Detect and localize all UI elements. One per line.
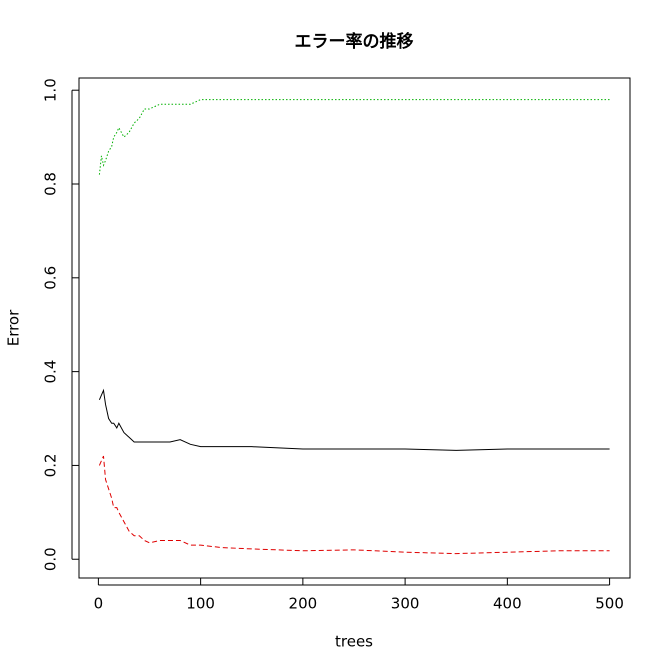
y-tick-label: 0.0 bbox=[42, 547, 60, 571]
series-line bbox=[98, 455, 610, 555]
x-tick-label: 400 bbox=[493, 595, 522, 613]
x-tick-label: 500 bbox=[595, 595, 624, 613]
y-tick-label: 0.2 bbox=[42, 453, 60, 477]
chart-title: エラー率の推移 bbox=[295, 31, 414, 52]
x-tick-label: 200 bbox=[289, 595, 318, 613]
series-line bbox=[98, 99, 610, 175]
y-tick-label: 0.4 bbox=[42, 360, 60, 384]
y-tick-label: 0.6 bbox=[42, 266, 60, 290]
plot-box bbox=[78, 77, 631, 579]
x-tick-label: 300 bbox=[391, 595, 420, 613]
x-axis-label: trees bbox=[335, 633, 373, 651]
y-tick-label: 0.8 bbox=[42, 172, 60, 196]
x-tick-label: 0 bbox=[94, 595, 104, 613]
x-tick-label: 100 bbox=[186, 595, 215, 613]
y-tick-label: 1.0 bbox=[42, 78, 60, 102]
series-line bbox=[98, 388, 610, 451]
y-axis-label: Error bbox=[5, 309, 23, 346]
